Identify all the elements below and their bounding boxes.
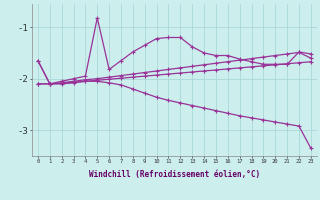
X-axis label: Windchill (Refroidissement éolien,°C): Windchill (Refroidissement éolien,°C): [89, 170, 260, 179]
